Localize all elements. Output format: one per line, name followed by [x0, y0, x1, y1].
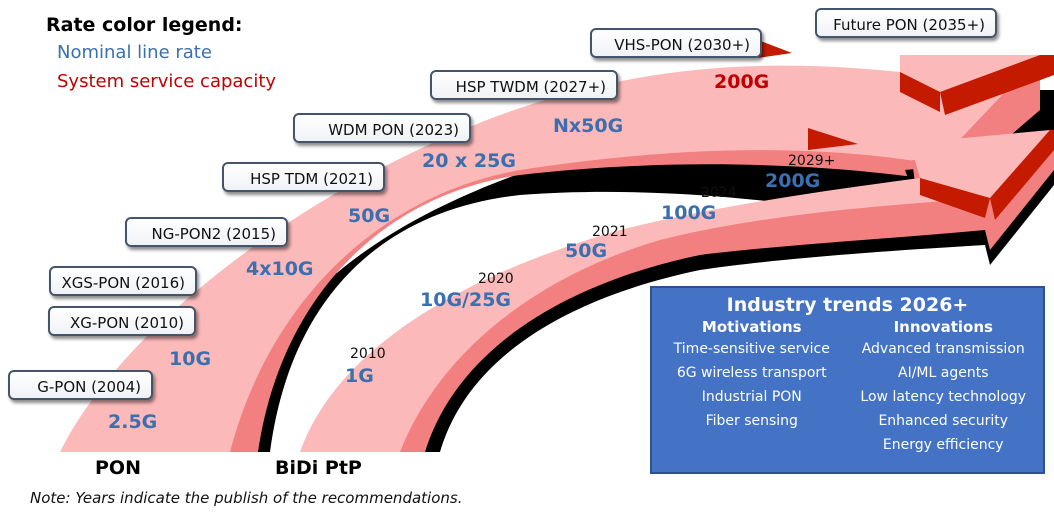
innovation-item: Enhanced security [878, 413, 1009, 429]
tag-xgs-pon: XGS-PON (2016) [49, 266, 197, 296]
bidi-arrow-tip-side [990, 130, 1054, 220]
bidi-rate-1g: 1G [345, 365, 374, 387]
tag-future-pon: Future PON (2035+) [815, 8, 997, 38]
tag-hsp-twdm: HSP TWDM (2027+) [430, 70, 618, 100]
bidi-notch [808, 128, 858, 150]
pon-arrow-edge [225, 70, 1040, 452]
bidi-year-2024: 2024 [701, 185, 737, 201]
trends-title: Industry trends 2026+ [726, 294, 969, 316]
tag-xg-pon: XG-PON (2010) [48, 306, 196, 336]
bidi-year-2010: 2010 [350, 346, 386, 362]
legend-title: Rate color legend: [46, 14, 243, 36]
bidi-rate-100g: 100G [661, 202, 717, 224]
bidi-arrow-face [300, 130, 1050, 452]
bidi-arrow-edge [375, 150, 1054, 452]
vhs-pointer [758, 40, 792, 58]
pon-arrow-shadow [236, 90, 1054, 452]
innovation-item: Low latency technology [860, 389, 1027, 405]
legend-nominal-line-rate: Nominal line rate [57, 42, 212, 63]
innovations-column: Innovations Advanced transmission AI/ML … [848, 318, 1040, 457]
bidi-year-2029: 2029+ [788, 153, 836, 169]
tag-wdm-pon: WDM PON (2023) [293, 113, 471, 143]
innovation-item: Advanced transmission [861, 341, 1025, 357]
footnote: Note: Years indicate the publish of the … [30, 489, 463, 507]
pon-rate-10g: 10G [169, 348, 212, 370]
pon-arrow-tip-side [940, 55, 1054, 115]
bidi-year-2021: 2021 [592, 224, 628, 240]
innovation-item: Energy efficiency [882, 437, 1004, 453]
bidi-arrow-side [920, 178, 990, 218]
motivations-heading: Motivations [701, 318, 802, 336]
tag-ng-pon2: NG-PON2 (2015) [125, 217, 288, 247]
tag-vhs-pon: VHS-PON (2030+) [590, 28, 762, 58]
bidi-rate-50g: 50G [565, 240, 608, 262]
legend-system-service-capacity: System service capacity [57, 71, 277, 92]
pon-rate-4x10g: 4x10G [246, 258, 314, 280]
motivations-column: Motivations Time-sensitive service 6G wi… [656, 318, 848, 457]
motivation-item: Industrial PON [701, 389, 802, 405]
bidi-rate-200g: 200G [765, 170, 821, 192]
category-pon: PON [95, 457, 141, 479]
tag-hsp-tdm: HSP TDM (2021) [222, 162, 385, 192]
pon-rate-50g: 50G [348, 205, 391, 227]
motivation-item: Time-sensitive service [673, 341, 830, 357]
pon-arrow-side [900, 72, 940, 112]
pon-rate-2-5g: 2.5G [108, 411, 158, 433]
pon-rate-nx50g: Nx50G [553, 115, 624, 137]
tag-g-pon: G-PON (2004) [8, 370, 153, 400]
category-bidi-ptp: BiDi PtP [275, 457, 362, 479]
pon-rate-20x25g: 20 x 25G [422, 150, 516, 172]
innovations-heading: Innovations [893, 318, 993, 336]
bidi-year-2020: 2020 [478, 271, 514, 287]
motivation-item: 6G wireless transport [676, 365, 827, 381]
industry-trends-box: Industry trends 2026+ Motivations Time-s… [650, 286, 1045, 474]
bidi-rate-10g-25g: 10G/25G [420, 289, 512, 311]
motivation-item: Fiber sensing [705, 413, 798, 429]
pon-rate-200g-capacity: 200G [714, 71, 770, 93]
innovation-item: AI/ML agents [898, 365, 989, 381]
